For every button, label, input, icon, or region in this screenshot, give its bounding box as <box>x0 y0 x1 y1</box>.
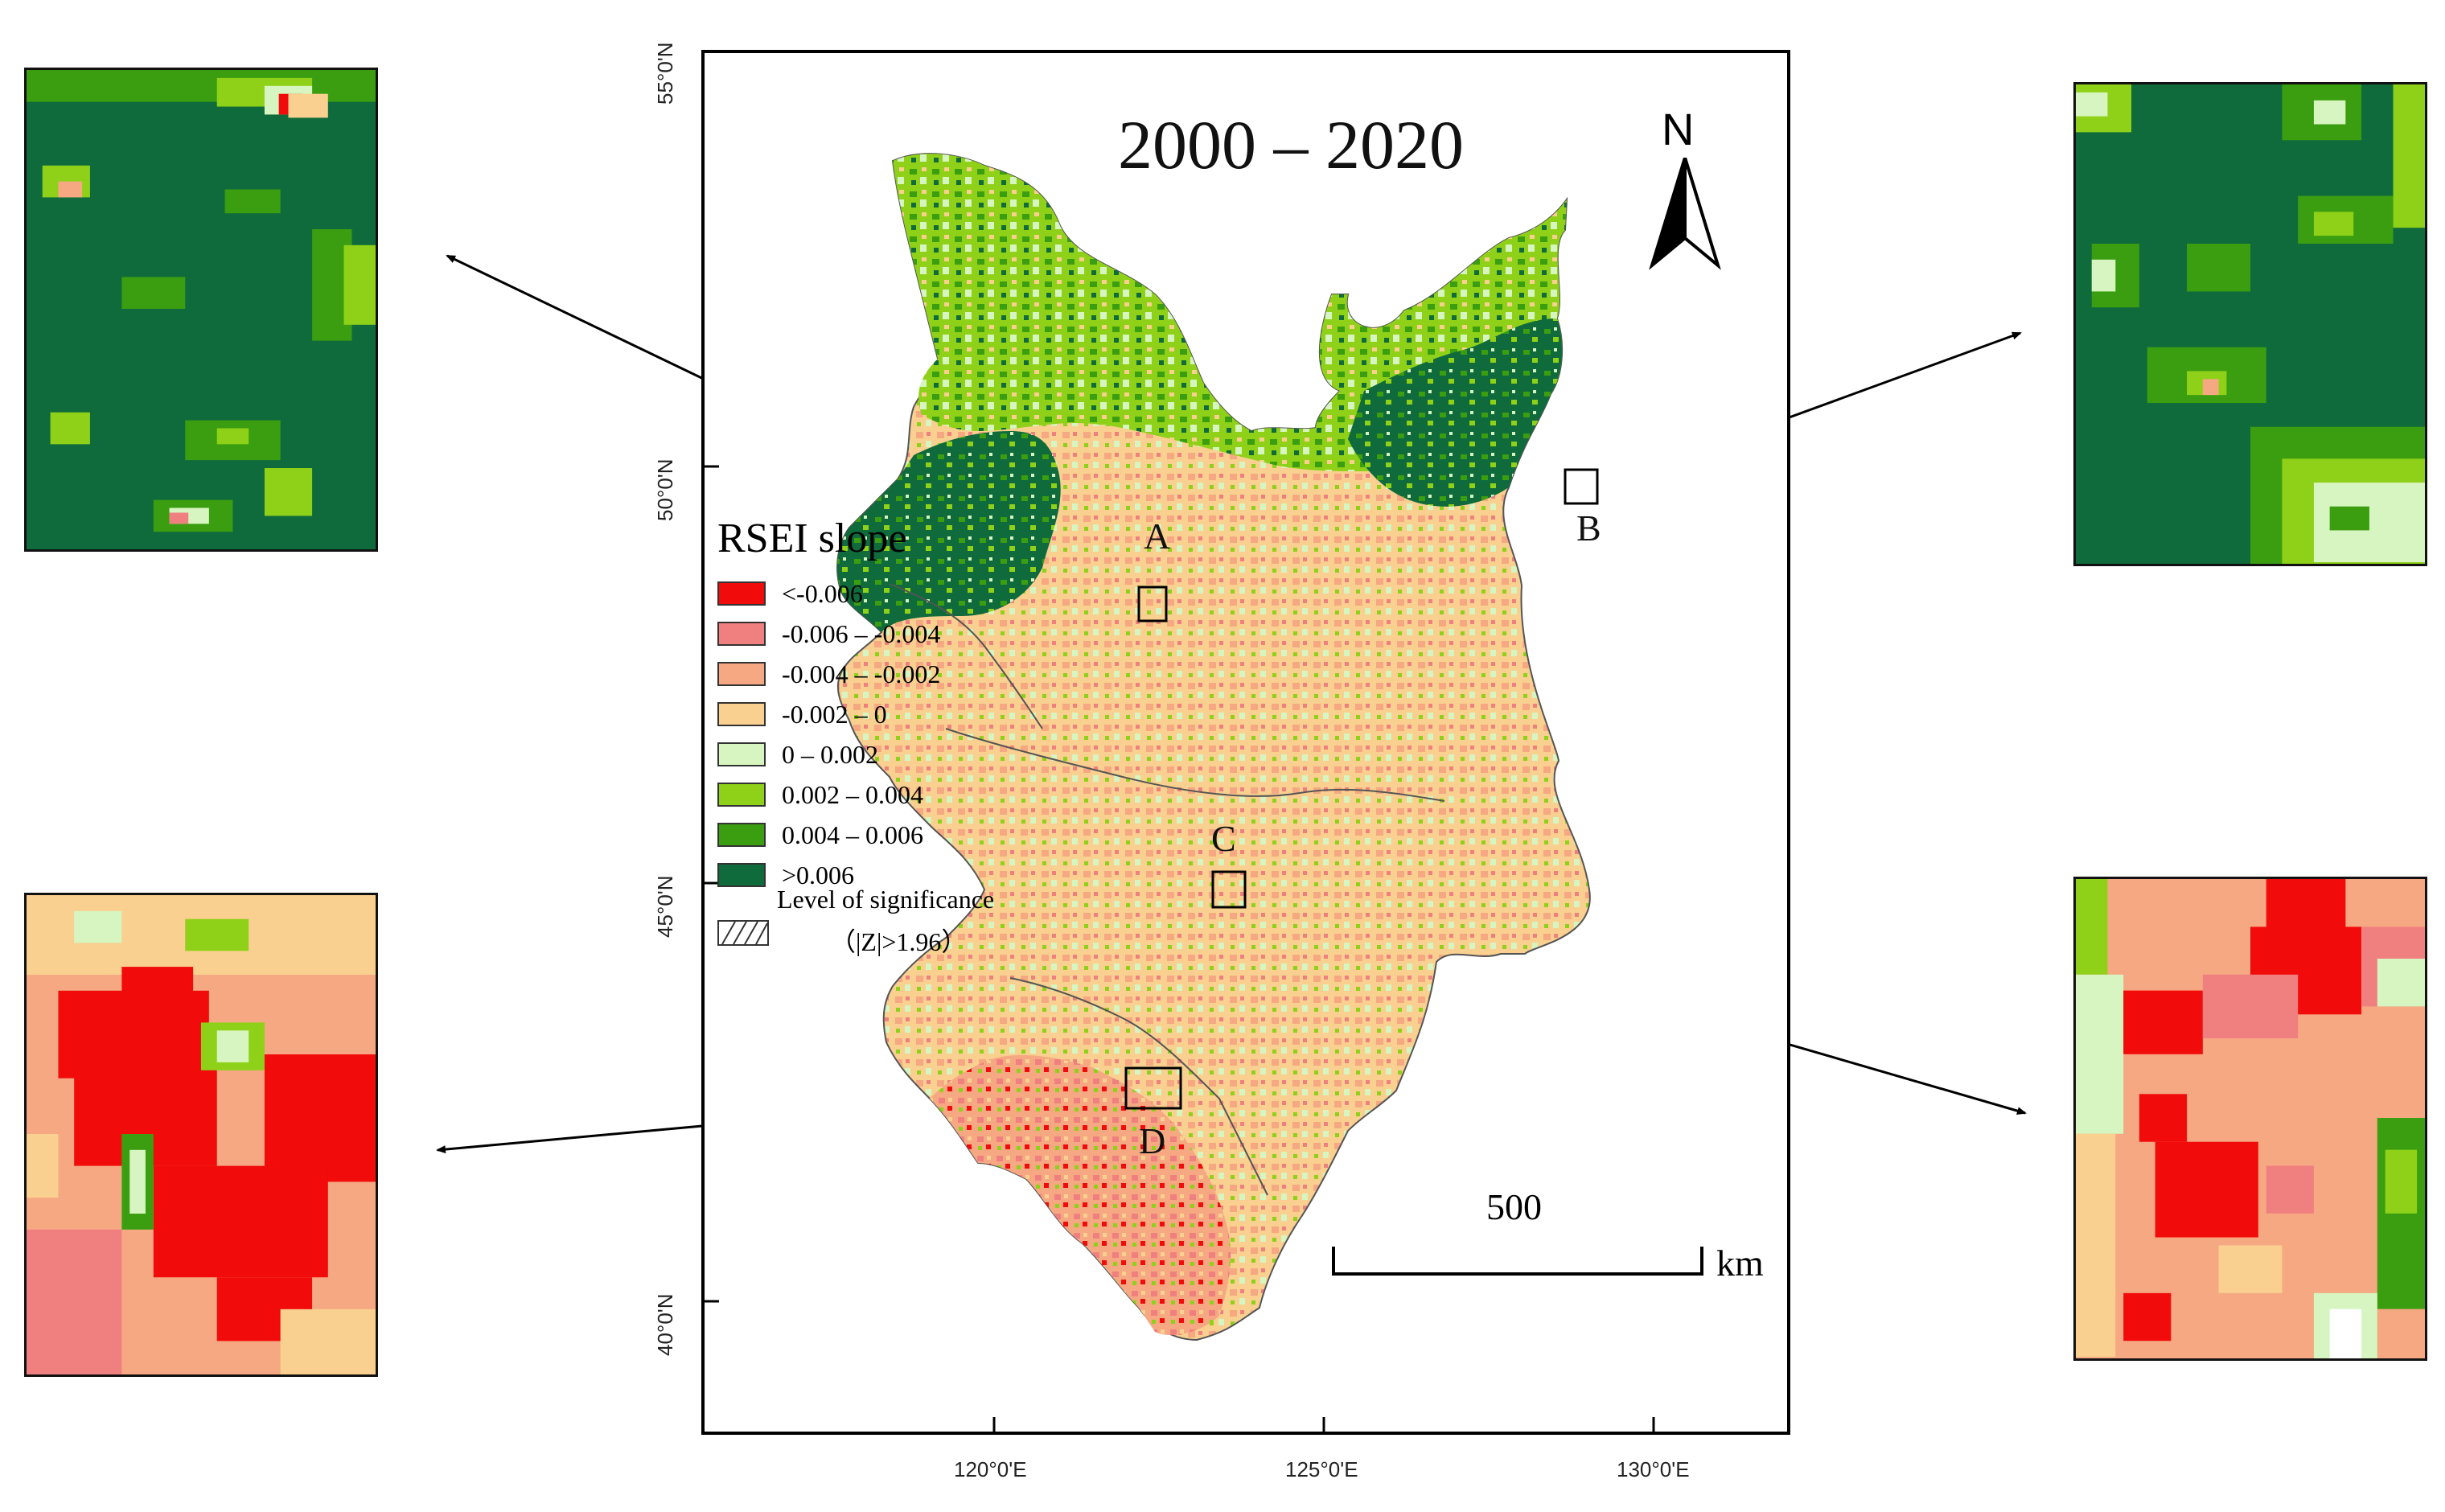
scale-bar <box>1332 1247 1703 1276</box>
longitude-label: 125°0'E <box>1285 1457 1358 1481</box>
legend-item: <-0.006 <box>717 573 940 614</box>
legend-label: 0.004 – 0.006 <box>782 820 923 849</box>
legend-swatch <box>717 823 766 847</box>
hatch-swatch-icon <box>717 920 769 946</box>
legend-label: -0.002 – 0 <box>782 699 887 729</box>
scale-bar-value: 500 <box>1486 1186 1542 1227</box>
province-boundary-2 <box>1009 977 1268 1196</box>
legend-item: -0.004 – -0.002 <box>717 654 940 694</box>
legend-label: <-0.006 <box>782 578 863 608</box>
inset-b-raster <box>2076 84 2425 564</box>
significance-criterion: （|Z|>1.96） <box>830 927 968 956</box>
legend-label: -0.006 – -0.004 <box>782 618 941 648</box>
inset-d-raster <box>27 895 376 1374</box>
map-frame <box>701 50 1790 1435</box>
latitude-label: 50°0'N <box>653 458 677 521</box>
site-label-d: D <box>1139 1120 1166 1161</box>
scale-bar-unit: km <box>1716 1243 1764 1284</box>
legend-swatch <box>717 742 766 766</box>
province-boundary-3 <box>889 583 1043 729</box>
longitude-label: 130°0'E <box>1617 1457 1690 1481</box>
inset-a <box>24 68 378 552</box>
site-label-c: C <box>1211 818 1236 859</box>
legend-label: 0.002 – 0.004 <box>782 779 923 809</box>
site-box-b <box>1564 468 1599 505</box>
legend-item: 0.002 – 0.004 <box>717 774 940 815</box>
legend-swatch <box>717 581 766 606</box>
west-dark-zone <box>837 431 1061 632</box>
inset-a-raster <box>27 70 376 549</box>
province-boundary-1 <box>945 728 1445 802</box>
longitude-label: 120°0'E <box>954 1457 1027 1481</box>
legend-swatch <box>717 863 766 887</box>
site-box-d <box>1124 1066 1182 1110</box>
legend-item: 0.004 – 0.006 <box>717 815 940 855</box>
legend-item: -0.006 – -0.004 <box>717 614 940 654</box>
site-box-a <box>1137 585 1168 622</box>
legend-swatch <box>717 702 766 726</box>
site-box-c <box>1211 870 1247 909</box>
south-red-zone <box>930 1054 1231 1335</box>
latitude-label: 55°0'N <box>653 42 677 105</box>
map-title: 2000 – 2020 <box>1118 106 1464 183</box>
latitude-label: 45°0'N <box>653 875 677 938</box>
inset-c <box>2073 877 2427 1361</box>
legend-item: 0 – 0.002 <box>717 734 940 774</box>
inset-b <box>2073 82 2427 566</box>
legend-swatch <box>717 662 766 686</box>
legend-item: >0.006 <box>717 855 940 895</box>
latitude-label: 40°0'N <box>653 1293 677 1356</box>
north-label: N <box>1662 104 1695 154</box>
legend-label: >0.006 <box>782 860 855 890</box>
significance-label: Level of significance <box>777 885 995 914</box>
site-label-b: B <box>1576 507 1601 549</box>
north-arrow-icon <box>1649 158 1721 270</box>
legend-swatch <box>717 622 766 646</box>
site-label-a: A <box>1144 516 1171 557</box>
region-map <box>705 153 1703 1432</box>
inset-c-raster <box>2076 879 2425 1358</box>
legend-label: -0.004 – -0.002 <box>782 659 941 688</box>
legend-label: 0 – 0.002 <box>782 739 878 769</box>
legend-swatch <box>717 783 766 807</box>
legend-item: -0.002 – 0 <box>717 694 940 734</box>
legend: RSEI slope <-0.006 -0.006 – -0.004 -0.00… <box>717 515 940 895</box>
legend-title: RSEI slope <box>717 516 907 561</box>
inset-d <box>24 893 378 1377</box>
east-dark-zone <box>1348 318 1563 507</box>
